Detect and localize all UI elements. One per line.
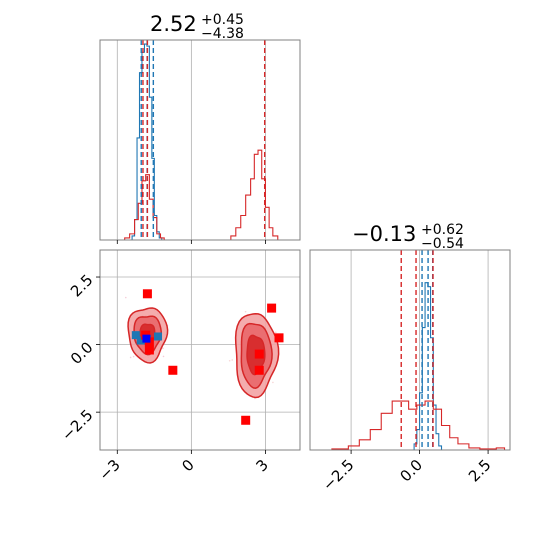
panel-3-xtick-label-0: −3 xyxy=(95,456,123,484)
panel-3-ytick-label-2: 2.5 xyxy=(67,271,97,301)
panel-3-ytick-label-1: 0.0 xyxy=(67,338,97,368)
panel-3-square-markers xyxy=(131,289,284,425)
panel-1-title-plus: +0.45 xyxy=(201,12,244,28)
panel-1-title-value: 2.52 xyxy=(150,12,197,36)
panel-3-sample-point xyxy=(129,356,132,359)
panel-3-red-square-4 xyxy=(168,365,178,375)
panel-3-sample-point xyxy=(272,381,274,384)
panel-1-ticks xyxy=(116,240,266,244)
panel-3-xtick-label-1: 0 xyxy=(178,456,197,475)
panel-3-red-square-7 xyxy=(254,349,264,359)
panel-3-blue-square-3 xyxy=(136,336,145,345)
panel-1-quantile-lines xyxy=(140,40,266,240)
panel-3-red-square-9 xyxy=(241,415,251,425)
panel-3-blue-center-square xyxy=(142,334,151,343)
panel-2-xtick-label-1: 0.0 xyxy=(397,456,427,486)
panel-2-title-minus: −0.54 xyxy=(421,236,464,252)
panel-3-sample-point xyxy=(162,347,164,350)
panel-3-sample-point xyxy=(228,359,231,362)
panel-1-grid xyxy=(116,40,266,240)
panel-3-sample-point xyxy=(274,331,277,334)
panel-2-title-value: −0.13 xyxy=(352,222,416,246)
panel-3-red-square-3 xyxy=(144,345,154,355)
panel-2-xtick-label-2: 2.5 xyxy=(465,456,495,486)
panel-3-red-square-8 xyxy=(254,365,264,375)
panel-3-sample-point xyxy=(162,355,165,358)
panel-2-ticks: −2.5 0.0 2.5 xyxy=(319,450,495,494)
panel-3-xtick-label-2: 3 xyxy=(252,456,271,475)
panel-2-hist-series-1 xyxy=(331,400,506,450)
panel-3-sample-point xyxy=(124,296,127,299)
panel-3-red-square-5 xyxy=(267,303,277,313)
panel-1-title-minus: −4.38 xyxy=(201,26,244,42)
marginal-histogram-param-2: −2.5 0.0 2.5 −0.13 +0.62 −0.54 xyxy=(309,222,511,494)
panel-1-frame xyxy=(99,39,301,241)
joint-scatter-panel: −3 0 3 −2.5 0.0 2.5 xyxy=(58,249,301,484)
panel-3-sample-point xyxy=(231,359,234,361)
panel-3-frame xyxy=(99,249,301,451)
panel-2-title-plus: +0.62 xyxy=(421,222,464,238)
panel-3-red-square-0 xyxy=(142,289,152,299)
panel-3-ytick-label-0: −2.5 xyxy=(58,406,96,444)
panel-2-frame xyxy=(309,249,511,451)
panel-3-sample-point xyxy=(244,310,247,313)
panel-3-sample-point xyxy=(132,355,135,358)
panel-2-histograms xyxy=(331,282,506,450)
marginal-histogram-param-1: 2.52 +0.45 −4.38 xyxy=(99,12,301,244)
panel-3-blue-square-2 xyxy=(154,332,163,341)
panel-3-blue-square-0 xyxy=(131,331,140,340)
panel-3-red-square-6 xyxy=(274,333,284,343)
panel-2-xtick-label-0: −2.5 xyxy=(319,456,357,494)
panel-2-quantile-lines xyxy=(400,250,434,450)
